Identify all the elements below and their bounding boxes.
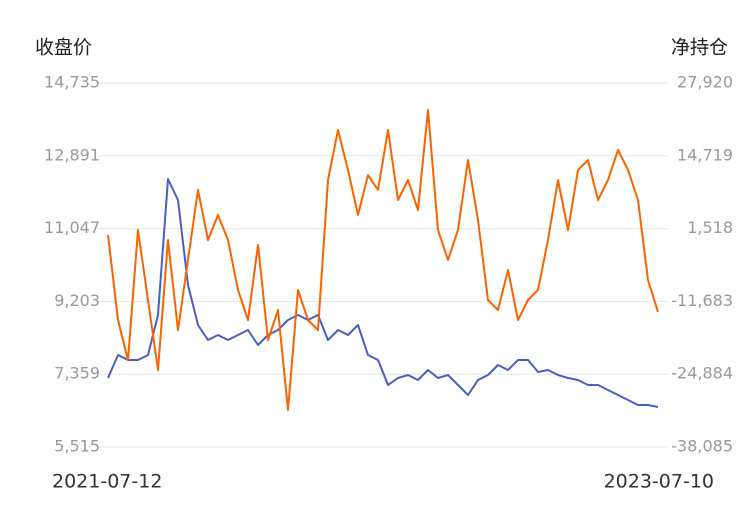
y-tick-label: 11,047 — [44, 218, 100, 237]
y-tick-label: 5,515 — [54, 437, 100, 456]
series-line — [107, 109, 659, 411]
y2-tick-label: 27,920 — [677, 73, 733, 92]
series-line — [107, 178, 659, 408]
y-tick-label: 7,359 — [54, 364, 100, 383]
y-tick-label: 9,203 — [54, 291, 100, 310]
y-tick-label: 14,735 — [44, 73, 100, 92]
y2-tick-label: 1,518 — [687, 218, 733, 237]
y2-axis-title: 净持仓 — [671, 37, 728, 59]
x-tick-label: 2021-07-12 — [52, 471, 162, 493]
y2-tick-label: -11,683 — [671, 291, 733, 310]
x-tick-label: 2023-07-10 — [604, 471, 714, 493]
y2-tick-label: -38,085 — [671, 437, 733, 456]
y2-tick-label: 14,719 — [677, 145, 733, 164]
y-axis-title: 收盘价 — [35, 37, 92, 59]
y2-tick-label: -24,884 — [671, 364, 733, 383]
y-tick-label: 12,891 — [44, 145, 100, 164]
